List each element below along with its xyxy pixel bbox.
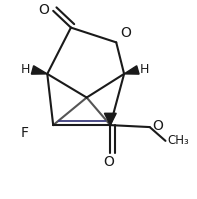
Text: F: F xyxy=(20,126,29,140)
Text: O: O xyxy=(153,119,164,133)
Polygon shape xyxy=(104,113,116,125)
Text: CH₃: CH₃ xyxy=(167,134,189,147)
Text: O: O xyxy=(38,3,49,17)
Text: H: H xyxy=(140,63,149,76)
Polygon shape xyxy=(124,66,139,74)
Text: O: O xyxy=(103,155,114,169)
Polygon shape xyxy=(31,66,47,74)
Text: O: O xyxy=(120,26,131,40)
Text: H: H xyxy=(21,63,31,76)
